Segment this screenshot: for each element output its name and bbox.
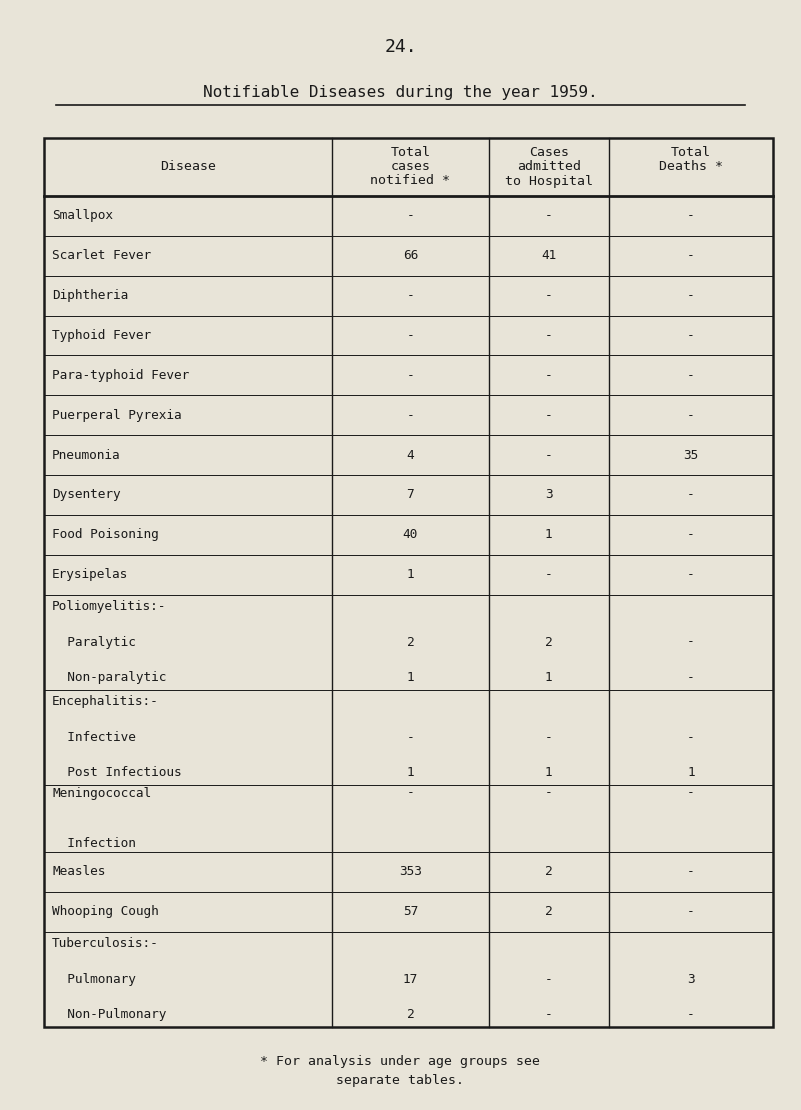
Text: Deaths *: Deaths *	[659, 161, 723, 173]
Text: Dysentery: Dysentery	[52, 488, 121, 502]
Text: -: -	[407, 408, 414, 422]
Text: -: -	[545, 448, 553, 462]
Text: -: -	[407, 210, 414, 222]
Text: 24.: 24.	[384, 38, 417, 56]
Text: to Hospital: to Hospital	[505, 174, 593, 188]
Text: -: -	[687, 408, 694, 422]
Text: Non-Pulmonary: Non-Pulmonary	[52, 1008, 167, 1021]
Text: -: -	[407, 329, 414, 342]
Text: -: -	[407, 289, 414, 302]
Text: -: -	[687, 210, 694, 222]
Text: 40: 40	[403, 528, 418, 542]
Text: 3: 3	[545, 488, 553, 502]
Text: 1: 1	[407, 766, 414, 779]
Text: -: -	[545, 972, 553, 986]
Text: Post Infectious: Post Infectious	[52, 766, 182, 779]
Text: 1: 1	[407, 672, 414, 684]
Text: Notifiable Diseases during the year 1959.: Notifiable Diseases during the year 1959…	[203, 85, 598, 100]
Text: -: -	[545, 408, 553, 422]
Text: Poliomyelitis:-: Poliomyelitis:-	[52, 599, 167, 613]
Text: 1: 1	[407, 568, 414, 582]
Text: -: -	[545, 289, 553, 302]
Text: Encephalitis:-: Encephalitis:-	[52, 695, 159, 708]
Text: -: -	[407, 730, 414, 744]
Text: Cases: Cases	[529, 147, 569, 160]
Text: 2: 2	[407, 636, 414, 648]
Text: Typhoid Fever: Typhoid Fever	[52, 329, 151, 342]
Text: Scarlet Fever: Scarlet Fever	[52, 250, 151, 262]
Text: 4: 4	[407, 448, 414, 462]
Text: -: -	[687, 672, 694, 684]
Text: * For analysis under age groups see
separate tables.: * For analysis under age groups see sepa…	[260, 1054, 541, 1087]
Text: 2: 2	[545, 636, 553, 648]
Text: Smallpox: Smallpox	[52, 210, 113, 222]
Text: 7: 7	[407, 488, 414, 502]
Text: Meningococcal: Meningococcal	[52, 787, 151, 799]
Text: -: -	[687, 568, 694, 582]
Text: Puerperal Pyrexia: Puerperal Pyrexia	[52, 408, 182, 422]
Text: 2: 2	[545, 866, 553, 878]
Text: Infective: Infective	[52, 730, 136, 744]
Text: Erysipelas: Erysipelas	[52, 568, 128, 582]
Bar	[44, 138, 773, 1027]
Text: 57: 57	[403, 906, 418, 918]
Text: 41: 41	[541, 250, 557, 262]
Text: -: -	[687, 730, 694, 744]
Text: -: -	[687, 866, 694, 878]
Text: 2: 2	[407, 1008, 414, 1021]
Text: -: -	[545, 730, 553, 744]
Text: notified *: notified *	[370, 174, 450, 188]
Text: -: -	[545, 210, 553, 222]
Text: -: -	[545, 1008, 553, 1021]
Text: 35: 35	[683, 448, 698, 462]
Text: Tuberculosis:-: Tuberculosis:-	[52, 937, 159, 950]
Text: -: -	[407, 787, 414, 799]
Text: Measles: Measles	[52, 866, 106, 878]
Text: -: -	[687, 329, 694, 342]
Text: Para-typhoid Fever: Para-typhoid Fever	[52, 369, 189, 382]
Text: Total: Total	[671, 147, 711, 160]
Text: -: -	[687, 528, 694, 542]
Text: Paralytic: Paralytic	[52, 636, 136, 648]
Text: -: -	[545, 568, 553, 582]
Text: 1: 1	[545, 672, 553, 684]
Text: -: -	[545, 369, 553, 382]
Text: -: -	[687, 787, 694, 799]
Text: Pulmonary: Pulmonary	[52, 972, 136, 986]
Text: 2: 2	[545, 906, 553, 918]
Text: -: -	[687, 488, 694, 502]
Text: -: -	[545, 787, 553, 799]
Text: -: -	[687, 369, 694, 382]
Text: Non-paralytic: Non-paralytic	[52, 672, 167, 684]
Text: Total: Total	[390, 147, 430, 160]
Text: -: -	[687, 906, 694, 918]
Text: 1: 1	[545, 528, 553, 542]
Text: admitted: admitted	[517, 161, 581, 173]
Text: -: -	[407, 369, 414, 382]
Text: Infection: Infection	[52, 837, 136, 850]
Text: 66: 66	[403, 250, 418, 262]
Text: Whooping Cough: Whooping Cough	[52, 906, 159, 918]
Text: 353: 353	[399, 866, 422, 878]
Text: -: -	[687, 1008, 694, 1021]
Text: 3: 3	[687, 972, 694, 986]
Text: Disease: Disease	[160, 161, 216, 173]
Text: 17: 17	[403, 972, 418, 986]
Text: 1: 1	[687, 766, 694, 779]
Text: -: -	[687, 289, 694, 302]
Text: -: -	[687, 636, 694, 648]
Text: -: -	[545, 329, 553, 342]
Text: Food Poisoning: Food Poisoning	[52, 528, 159, 542]
Text: Pneumonia: Pneumonia	[52, 448, 121, 462]
Text: 1: 1	[545, 766, 553, 779]
Text: cases: cases	[390, 161, 430, 173]
Text: Diphtheria: Diphtheria	[52, 289, 128, 302]
Text: -: -	[687, 250, 694, 262]
